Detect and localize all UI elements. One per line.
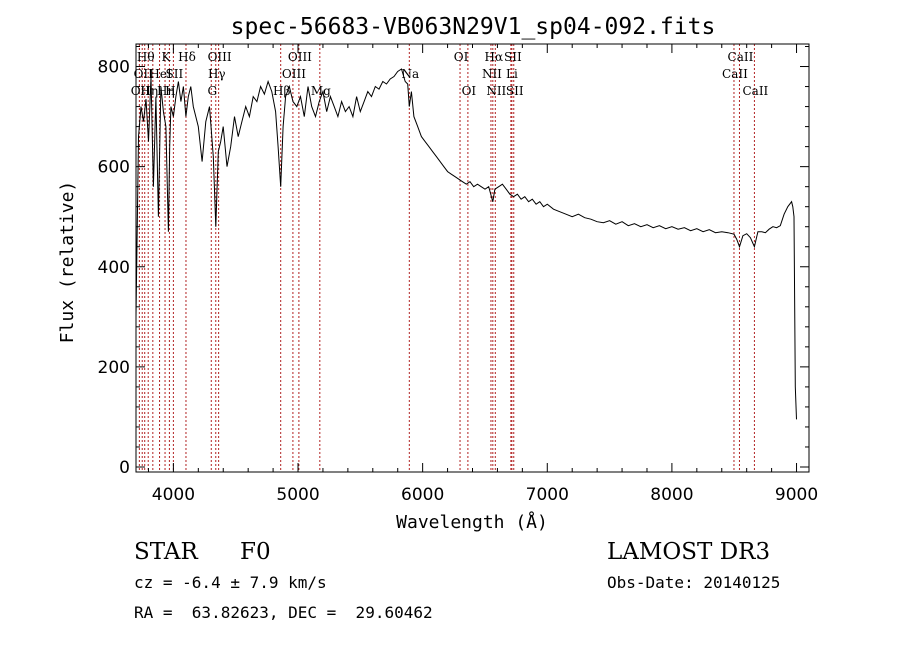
x-tick-label: 5000 (276, 485, 319, 505)
line-label: NII (486, 84, 506, 98)
line-label: Na (401, 67, 419, 81)
line-label: G (207, 84, 217, 98)
line-label: NII (482, 67, 502, 81)
class-label: STAR (134, 539, 198, 565)
line-label: Hγ (208, 67, 226, 81)
line-label: OII (134, 67, 154, 81)
line-labels: OIIOIIHθHηHηHeIKHSIIHδGHγOIIIHβOIIIOIIIM… (131, 50, 769, 98)
x-axis-ticks: 4000 5000 6000 7000 8000 9000 (147, 44, 818, 505)
line-label: OI (454, 50, 469, 64)
y-tick-label: 800 (98, 58, 130, 78)
y-tick-label: 600 (98, 158, 130, 178)
line-label: OI (462, 84, 477, 98)
x-tick-label: 4000 (152, 485, 195, 505)
line-label: OIII (282, 67, 306, 81)
coordinates: RA = 63.82623, DEC = 29.60462 (134, 603, 433, 622)
y-tick-label: 0 (119, 458, 130, 478)
line-label: CaII (722, 67, 748, 81)
line-label: Hη (140, 84, 158, 98)
x-tick-label: 8000 (650, 485, 693, 505)
plot-frame (135, 43, 810, 473)
line-label: SII (166, 67, 184, 81)
spectrum-line (135, 68, 797, 420)
line-label: SII (504, 50, 522, 64)
survey-label: LAMOST DR3 (607, 539, 771, 565)
x-tick-label: 9000 (775, 485, 818, 505)
x-tick-label: 6000 (401, 485, 444, 505)
line-label: Hα (485, 50, 504, 64)
line-label: K (162, 50, 172, 64)
x-tick-label: 7000 (526, 485, 569, 505)
line-label: Mg (311, 84, 331, 98)
line-label: SII (506, 84, 524, 98)
line-label: Li (506, 67, 518, 81)
line-markers (138, 44, 755, 472)
line-label: Hθ (137, 50, 155, 64)
line-label: CaII (728, 50, 754, 64)
line-label: HeI (149, 67, 172, 81)
y-tick-label: 200 (98, 358, 130, 378)
redshift-readout: cz = -6.4 ± 7.9 km/s (134, 573, 327, 592)
subclass-label: F0 (240, 539, 271, 565)
line-label: OIII (208, 50, 232, 64)
y-axis-ticks: 0 200 400 600 800 (98, 46, 809, 478)
line-label: Hδ (178, 50, 196, 64)
spectrum-chart: spec-56683-VB063N29V1_sp04-092.fits OII O… (57, 14, 818, 533)
y-tick-label: 400 (98, 258, 130, 278)
y-axis-label: Flux (relative) (57, 181, 78, 344)
line-label: H (165, 84, 175, 98)
x-axis-label: Wavelength (Å) (396, 511, 548, 533)
line-label: OIII (288, 50, 312, 64)
line-label: CaII (742, 84, 768, 98)
obs-date: Obs-Date: 20140125 (607, 573, 781, 592)
chart-title: spec-56683-VB063N29V1_sp04-092.fits (231, 14, 716, 40)
